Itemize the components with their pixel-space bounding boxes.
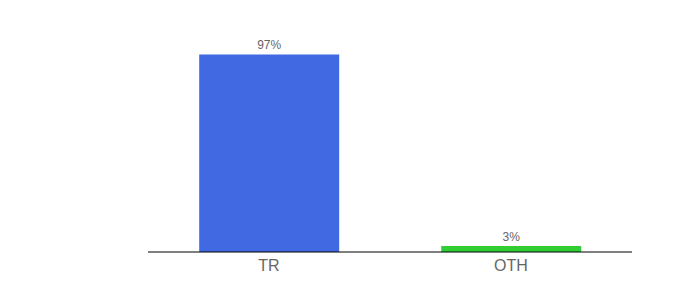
svg-text:3%: 3% [503, 230, 521, 244]
svg-text:OTH: OTH [494, 257, 528, 274]
svg-text:97%: 97% [257, 38, 281, 52]
svg-text:TR: TR [258, 257, 279, 274]
